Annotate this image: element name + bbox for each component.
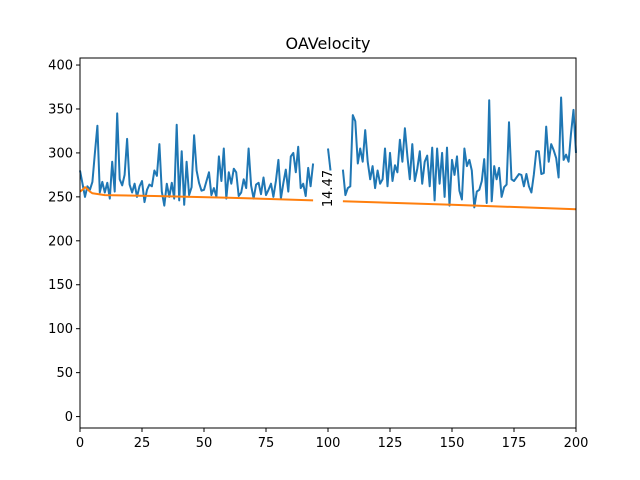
- y-tick-label: 300: [48, 146, 73, 161]
- x-tick-label: 200: [564, 436, 589, 451]
- x-tick-label: 100: [316, 436, 341, 451]
- y-tick-label: 150: [48, 278, 73, 293]
- series-1-line-segment-2: [327, 148, 332, 171]
- plot-content: [79, 96, 577, 211]
- x-tick-label: 25: [134, 436, 151, 451]
- x-tick-label: 150: [440, 436, 465, 451]
- series-1-line-segment-3: [341, 96, 577, 209]
- y-tick-label: 0: [65, 410, 73, 425]
- x-tick-label: 0: [76, 436, 84, 451]
- plot-frame: [79, 57, 577, 429]
- annotation-label: 14.47: [321, 170, 336, 207]
- series-1-line-segment-1: [79, 112, 315, 207]
- chart-title: OAVelocity: [286, 34, 371, 53]
- x-axis-ticks: 0 25 50 75 100 125 150 175 200: [76, 428, 589, 451]
- y-tick-label: 400: [48, 59, 73, 74]
- y-tick-label: 250: [48, 190, 73, 205]
- x-tick-label: 75: [258, 436, 275, 451]
- x-tick-label: 125: [378, 436, 403, 451]
- y-tick-label: 50: [56, 366, 73, 381]
- series-2-line-segment-2: [342, 200, 577, 211]
- x-tick-label: 175: [502, 436, 527, 451]
- y-axis-ticks: 0 50 100 150 200 250 300 350 400: [48, 59, 80, 425]
- x-tick-label: 50: [196, 436, 213, 451]
- y-tick-label: 100: [48, 322, 73, 337]
- y-tick-label: 350: [48, 102, 73, 117]
- y-tick-label: 200: [48, 234, 73, 249]
- series-2-line-segment-1: [79, 186, 314, 202]
